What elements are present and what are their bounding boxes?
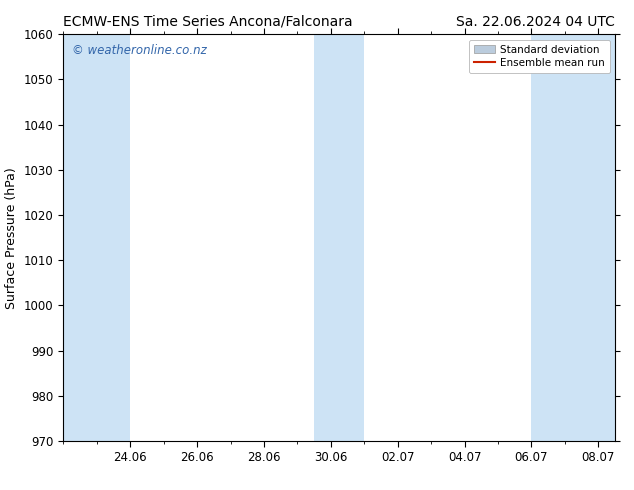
Bar: [63, 34, 130, 441]
Bar: [314, 34, 365, 441]
Text: ECMW-ENS Time Series Ancona/Falconara: ECMW-ENS Time Series Ancona/Falconara: [63, 15, 353, 29]
Legend: Standard deviation, Ensemble mean run: Standard deviation, Ensemble mean run: [469, 40, 610, 73]
Y-axis label: Surface Pressure (hPa): Surface Pressure (hPa): [5, 167, 18, 309]
Bar: [531, 34, 615, 441]
Text: © weatheronline.co.nz: © weatheronline.co.nz: [72, 45, 207, 57]
Text: Sa. 22.06.2024 04 UTC: Sa. 22.06.2024 04 UTC: [456, 15, 615, 29]
